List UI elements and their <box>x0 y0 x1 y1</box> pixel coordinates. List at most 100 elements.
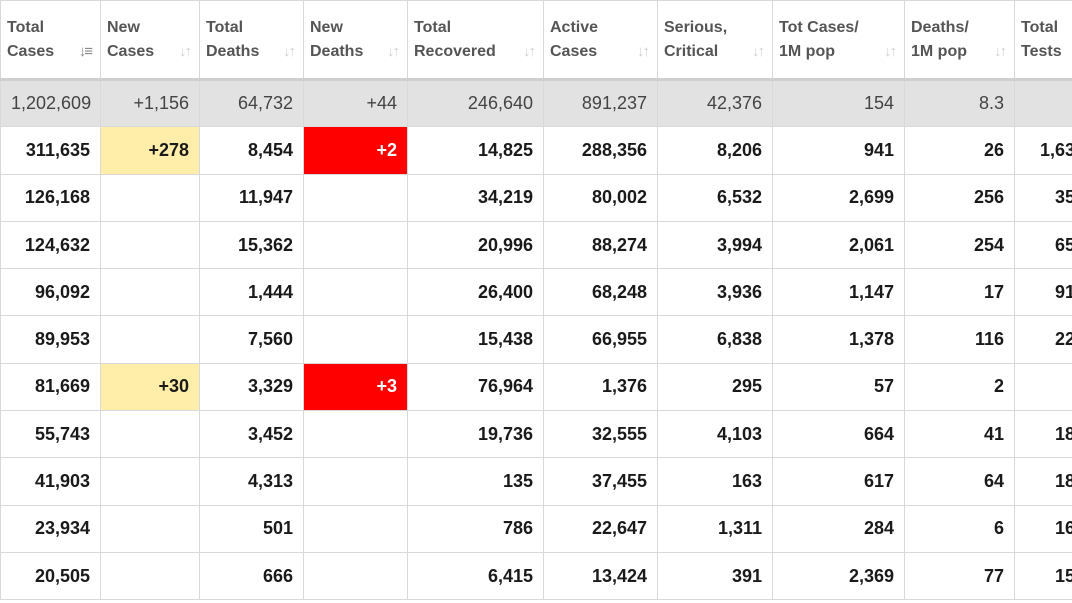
cell-total-cases: 20,505 <box>0 551 101 601</box>
cell-new-cases <box>100 457 200 506</box>
cell-tot-cases-per-1m: 941 <box>772 126 905 175</box>
cell-deaths-per-1m: 64 <box>904 457 1015 506</box>
cell-total-recovered: 26,400 <box>407 268 544 317</box>
cell-new-cases <box>100 173 200 222</box>
cell-deaths-per-1m: 77 <box>904 551 1015 601</box>
cell-total-cases: 124,632 <box>0 220 101 270</box>
cell-new-cases <box>100 410 200 459</box>
column-header-total-tests[interactable]: Total Tests <box>1014 0 1072 81</box>
table-row: 81,669 +30 3,329 +3 76,964 1,376 295 57 2 <box>0 362 1072 412</box>
sort-icon[interactable]: ↓↑ <box>179 43 192 60</box>
cell-active-cases: 80,002 <box>543 173 658 222</box>
cell-new-cases: +1,156 <box>100 78 200 128</box>
cell-new-cases <box>100 315 200 364</box>
cell-new-deaths <box>303 410 408 459</box>
column-header-label: Active Cases <box>550 18 599 60</box>
cell-active-cases: 66,955 <box>543 315 658 364</box>
cell-tot-cases-per-1m: 2,061 <box>772 220 905 270</box>
cell-serious-critical: 1,311 <box>657 504 773 553</box>
cell-new-deaths <box>303 268 408 317</box>
cell-total-recovered: 246,640 <box>407 78 544 128</box>
cell-total-recovered: 76,964 <box>407 362 544 412</box>
cell-total-cases: 55,743 <box>0 410 101 459</box>
cell-deaths-per-1m: 26 <box>904 126 1015 175</box>
column-header-label: Total Tests <box>1021 18 1062 60</box>
sort-icon[interactable]: ↓↑ <box>884 43 897 60</box>
cell-tot-cases-per-1m: 57 <box>772 362 905 412</box>
column-header-new-cases[interactable]: New Cases ↓↑ <box>100 0 200 81</box>
cell-new-cases <box>100 504 200 553</box>
sort-desc-icon[interactable]: ↓≡ <box>78 43 93 60</box>
cell-tot-cases-per-1m: 2,699 <box>772 173 905 222</box>
cell-tot-cases-per-1m: 154 <box>772 78 905 128</box>
cell-active-cases: 68,248 <box>543 268 658 317</box>
sort-icon[interactable]: ↓↑ <box>637 43 650 60</box>
cell-new-deaths: +44 <box>303 78 408 128</box>
cell-new-cases <box>100 551 200 601</box>
cell-new-deaths <box>303 551 408 601</box>
table-row: 89,953 7,560 15,43866,9556,8381,378116224,… <box>0 315 1072 364</box>
column-header-serious-critical[interactable]: Serious, Critical ↓↑ <box>657 0 773 81</box>
cell-tot-cases-per-1m: 664 <box>772 410 905 459</box>
cell-deaths-per-1m: 8.3 <box>904 78 1015 128</box>
cell-total-deaths: 7,560 <box>199 315 304 364</box>
cell-total-tests: 186,0 <box>1014 410 1072 459</box>
cell-total-deaths: 3,329 <box>199 362 304 412</box>
cell-active-cases: 88,274 <box>543 220 658 270</box>
column-header-total-deaths[interactable]: Total Deaths ↓↑ <box>199 0 304 81</box>
table-row: 311,635 +278 8,454 +2 14,825 288,356 8,206 941 2… <box>0 126 1072 175</box>
column-header-deaths-per-1m[interactable]: Deaths/ 1M pop ↓↑ <box>904 0 1015 81</box>
cell-serious-critical: 163 <box>657 457 773 506</box>
cell-deaths-per-1m: 254 <box>904 220 1015 270</box>
cell-serious-critical: 391 <box>657 551 773 601</box>
cell-active-cases: 13,424 <box>543 551 658 601</box>
cell-total-deaths: 666 <box>199 551 304 601</box>
cell-total-recovered: 6,415 <box>407 551 544 601</box>
column-header-tot-cases-per-1m[interactable]: Tot Cases/ 1M pop ↓↑ <box>772 0 905 81</box>
cell-deaths-per-1m: 2 <box>904 362 1015 412</box>
sort-icon[interactable]: ↓↑ <box>387 43 400 60</box>
cell-total-tests: 1,632,9 <box>1014 126 1072 175</box>
cell-new-deaths <box>303 315 408 364</box>
table-row: 126,168 11,947 34,21980,0026,5322,69925635… <box>0 173 1072 222</box>
cell-active-cases: 891,237 <box>543 78 658 128</box>
cell-total-tests: 183,1 <box>1014 457 1072 506</box>
cell-tot-cases-per-1m: 2,369 <box>772 551 905 601</box>
cell-new-cases <box>100 220 200 270</box>
sort-icon[interactable]: ↓↑ <box>994 43 1007 60</box>
cell-active-cases: 1,376 <box>543 362 658 412</box>
sort-icon[interactable]: ↓↑ <box>752 43 765 60</box>
cell-total-deaths: 8,454 <box>199 126 304 175</box>
cell-deaths-per-1m: 116 <box>904 315 1015 364</box>
column-header-total-cases[interactable]: Total Cases ↓≡ <box>0 0 101 81</box>
cell-total-cases: 1,202,609 <box>0 78 101 128</box>
cell-total-recovered: 34,219 <box>407 173 544 222</box>
cell-total-tests <box>1014 78 1072 128</box>
cell-active-cases: 32,555 <box>543 410 658 459</box>
column-header-label: Total Deaths <box>206 18 260 60</box>
cell-total-recovered: 20,996 <box>407 220 544 270</box>
cell-total-deaths: 501 <box>199 504 304 553</box>
column-header-label: Total Recovered <box>414 18 496 60</box>
cell-serious-critical: 3,936 <box>657 268 773 317</box>
cell-total-recovered: 15,438 <box>407 315 544 364</box>
column-header-total-recovered[interactable]: Total Recovered ↓↑ <box>407 0 544 81</box>
total-row: 1,202,609 +1,156 64,732 +44 246,640 891,237 42… <box>0 78 1072 128</box>
cell-tot-cases-per-1m: 617 <box>772 457 905 506</box>
sort-icon[interactable]: ↓↑ <box>283 43 296 60</box>
cell-deaths-per-1m: 256 <box>904 173 1015 222</box>
cell-total-recovered: 19,736 <box>407 410 544 459</box>
sort-icon[interactable]: ↓↑ <box>523 43 536 60</box>
cell-total-cases: 126,168 <box>0 173 101 222</box>
column-header-active-cases[interactable]: Active Cases ↓↑ <box>543 0 658 81</box>
column-header-new-deaths[interactable]: New Deaths ↓↑ <box>303 0 408 81</box>
cell-serious-critical: 6,532 <box>657 173 773 222</box>
cell-active-cases: 37,455 <box>543 457 658 506</box>
cell-serious-critical: 6,838 <box>657 315 773 364</box>
cell-total-deaths: 1,444 <box>199 268 304 317</box>
cell-serious-critical: 4,103 <box>657 410 773 459</box>
cell-deaths-per-1m: 6 <box>904 504 1015 553</box>
